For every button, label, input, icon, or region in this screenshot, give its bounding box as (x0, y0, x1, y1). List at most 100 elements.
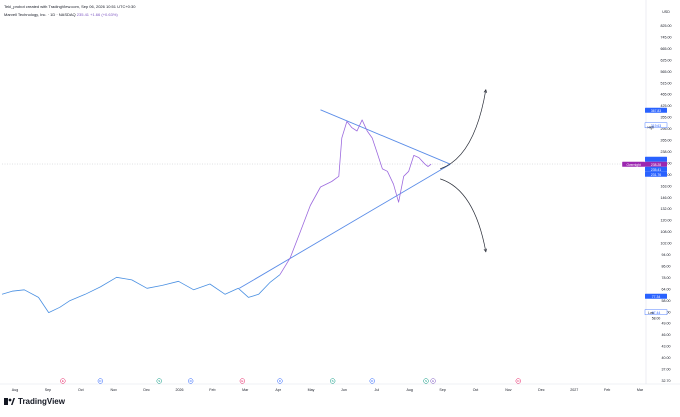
dividend-icon-circle (277, 378, 283, 384)
earnings-icon[interactable]: E (239, 378, 246, 384)
time-tick-label: Oct (78, 388, 84, 392)
time-tick-label: Nov (110, 388, 117, 392)
earnings-icon[interactable]: E (60, 378, 66, 384)
bottom-price-badge: 77.34 (652, 295, 661, 299)
overnight-badge-prefix: Overnight (626, 163, 640, 167)
time-tick-label: Mar (242, 388, 249, 392)
time-tick-label: Jul (375, 388, 380, 392)
price-tick-label: 355.00 (661, 116, 672, 120)
high-price-badge: 319.63 (651, 124, 661, 128)
time-tick-label: Aug (12, 388, 18, 392)
dividend-icon[interactable]: D (188, 378, 194, 384)
overnight-badge: 238.28 (651, 163, 661, 167)
price-tick-label: 64.00 (662, 287, 671, 291)
time-tick-label: Dec (538, 388, 545, 392)
tradingview-logo-icon (4, 398, 15, 405)
price-tick-label: 565.00 (661, 70, 672, 74)
lower-price-badge: 231.76 (651, 173, 661, 177)
split-icon-letter: S (332, 379, 334, 383)
dividend-icon[interactable]: D (515, 378, 521, 384)
dividend-icon-circle (369, 378, 375, 384)
currency-label: USD (662, 10, 670, 14)
low-price-badge-bg (644, 309, 668, 315)
split-icon-letter: S (425, 379, 427, 383)
current-price-badge-bg (645, 166, 667, 172)
time-tick-label: Mar (637, 388, 644, 392)
time-tick-label: Dec (143, 388, 150, 392)
projection-arrowhead-up (483, 88, 488, 93)
price-tick-label: 49.00 (662, 322, 671, 326)
time-tick-label: Aug (407, 388, 413, 392)
price-tick-label: 40.00 (662, 356, 671, 360)
created-by-line: Tekl_probot created with TradingView.com… (4, 4, 136, 9)
dividend-icon[interactable]: D (277, 378, 283, 384)
time-tick-label: Apr (275, 388, 281, 392)
price-tick-label: 163.00 (661, 184, 672, 188)
time-tick-label: Nov (505, 388, 512, 392)
price-tick-label: 43.00 (662, 345, 671, 349)
price-series-line-1 (279, 119, 432, 275)
dividend-icon-letter: D (517, 379, 520, 383)
tradingview-logo[interactable]: TradingView (4, 397, 65, 406)
time-tick-label: 2027 (570, 388, 578, 392)
trendline-lower (239, 163, 451, 289)
split-icon[interactable]: S (156, 378, 162, 384)
price-series-line-0 (1, 274, 281, 314)
price-tick-label: 425.00 (661, 104, 672, 108)
upper-price-badge: 367.83 (651, 109, 661, 113)
earnings-icon-letter: E (241, 379, 243, 383)
symbol-info: Marvell Technology, Inc. · 1D · NASDAQ 2… (4, 12, 118, 17)
projection-arrow-up (440, 89, 487, 170)
low-sub-label: 58.00 (652, 317, 661, 321)
split-icon[interactable]: S (423, 378, 429, 384)
dividend-icon[interactable]: D (97, 378, 104, 384)
high-label: High (647, 126, 654, 130)
earnings-icon-letter: E (62, 379, 64, 383)
price-tick-label: 37.00 (662, 368, 671, 372)
price-tick-label: 102.00 (661, 242, 672, 246)
price-tick-label: 94.00 (662, 253, 671, 257)
price-tick-label: 132.00 (661, 207, 672, 211)
split-icon-circle (423, 378, 429, 384)
earnings-icon-letter: E (432, 379, 434, 383)
overnight-badge-bg (645, 161, 667, 167)
trendline-upper (320, 109, 451, 165)
earnings-icon-circle (239, 378, 246, 384)
dividend-icon-circle (97, 378, 104, 384)
earnings-icon-circle (60, 378, 66, 384)
low-label: Low (648, 311, 655, 315)
earnings-icon-circle (430, 378, 436, 384)
price-tick-label: 625.00 (661, 58, 672, 62)
price-tick-label: 515.00 (661, 81, 672, 85)
earnings-icon[interactable]: E (430, 378, 436, 384)
price-tick-label: 825.00 (661, 24, 672, 28)
high-price-badge-bg (644, 122, 668, 129)
price-tick-label: 465.00 (661, 93, 672, 97)
blue-bar-badge-bg (645, 156, 667, 162)
price-tick-label: 78.00 (662, 276, 671, 280)
time-tick-label: Oct (473, 388, 479, 392)
time-tick-label: 2026 (175, 388, 183, 392)
price-tick-label: 146.00 (661, 196, 672, 200)
time-tick-label: May (308, 388, 315, 392)
bottom-price-badge-bg (645, 293, 667, 299)
dividend-icon-letter: D (371, 379, 374, 383)
time-tick-label: Jun (341, 388, 347, 392)
price-tick-label: 665.00 (661, 47, 672, 51)
price-tick-label: 46.00 (662, 333, 671, 337)
price-tick-label: 295.00 (661, 127, 672, 131)
price-tick-label: 108.00 (661, 230, 672, 234)
price-tick-label: 32.70 (662, 379, 671, 383)
price-tick-label: 86.00 (662, 264, 671, 268)
low-price-badge: 67.44 (652, 311, 661, 315)
projection-arrow-down (440, 178, 487, 252)
split-icon-circle (330, 378, 336, 384)
dividend-icon[interactable]: D (369, 378, 375, 384)
dividend-icon-circle (188, 378, 194, 384)
projection-arrowhead-down (483, 248, 488, 253)
split-icon[interactable]: S (330, 378, 336, 384)
upper-price-badge-bg (645, 107, 667, 113)
time-tick-label: Sep (439, 388, 445, 392)
